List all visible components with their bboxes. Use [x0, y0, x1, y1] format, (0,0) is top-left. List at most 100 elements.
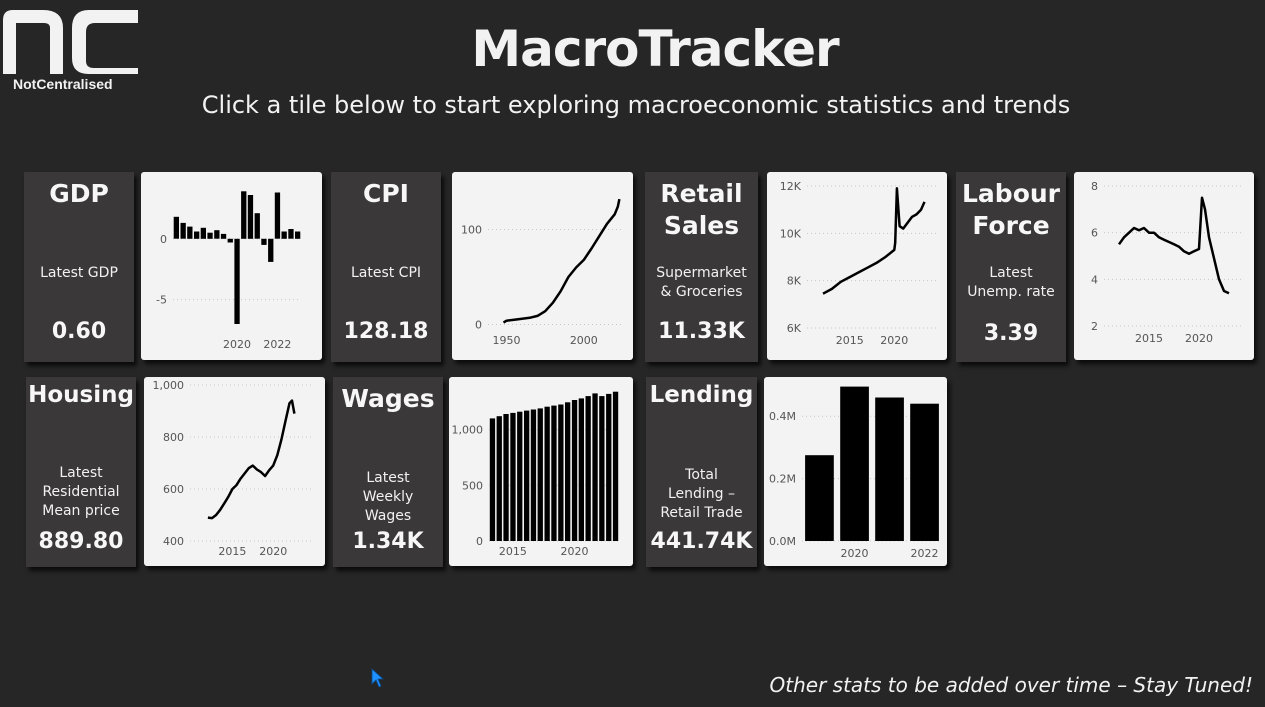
y-tick-label: 0 [160, 233, 167, 246]
y-tick-label: 600 [163, 483, 184, 496]
tile-retail[interactable]: Retail Sales Supermarket & Groceries 11.… [645, 172, 758, 362]
y-tick-label: 10K [780, 227, 802, 240]
footer-note: Other stats to be added over time – Stay… [769, 673, 1254, 697]
y-tick-label: 2 [1091, 320, 1098, 333]
tile-title: GDP [49, 179, 109, 208]
page-title: MacroTracker [471, 20, 839, 78]
lending-bar [840, 386, 869, 541]
y-tick-label: 6K [787, 322, 802, 335]
tile-title: Wages [341, 384, 435, 413]
lending-chart-svg: 0.0M 0.2M 0.4M 2020 2022 [769, 386, 942, 560]
y-tick-label: 400 [163, 535, 184, 548]
y-tick-label: 4 [1091, 273, 1098, 286]
y-tick-label: 100 [461, 224, 482, 237]
gdp-bar [268, 238, 274, 262]
tile-lending[interactable]: Lending Total Lending – Retail Trade 441… [646, 377, 757, 567]
gdp-bar [261, 238, 267, 245]
wages-bar [571, 400, 578, 541]
gdp-bar [295, 231, 301, 239]
x-tick-label: 2015 [1135, 332, 1163, 345]
tile-desc: Latest Weekly Wages [362, 470, 414, 524]
gdp-bar [288, 229, 294, 239]
wages-bar [585, 396, 591, 541]
tile-cpi[interactable]: CPI Latest CPI 128.18 [331, 172, 441, 362]
wages-chart[interactable]: 0 500 1,000 2015 2020 [449, 377, 633, 566]
wages-chart-svg: 0 500 1,000 2015 2020 [452, 391, 619, 558]
x-tick-label: 2015 [218, 545, 246, 558]
tile-housing[interactable]: Housing Latest Residential Mean price 88… [26, 377, 136, 567]
tile-gdp[interactable]: GDP Latest GDP 0.60 [24, 172, 134, 362]
tile-labour[interactable]: Labour Force Latest Unemp. rate 3.39 [956, 172, 1066, 362]
gdp-bar [247, 195, 254, 239]
y-tick-label: 1,000 [153, 379, 185, 392]
labour-series-line [1117, 196, 1230, 295]
wages-bar [503, 414, 509, 541]
y-tick-label: 0.0M [769, 535, 796, 548]
y-tick-label: -5 [156, 294, 167, 307]
x-tick-label: 1950 [493, 334, 521, 347]
labour-chart-svg: 2 4 6 8 2015 2020 [1091, 180, 1244, 345]
housing-chart[interactable]: 400 600 800 1,000 2015 2020 [144, 377, 325, 566]
x-tick-label: 2015 [499, 545, 527, 558]
y-tick-label: 8 [1091, 180, 1098, 193]
gdp-bar [234, 238, 240, 324]
x-tick-label: 2020 [561, 545, 589, 558]
wages-bar [524, 410, 530, 541]
y-tick-label: 8K [787, 275, 802, 288]
x-tick-label: 2015 [836, 334, 864, 347]
tile-desc: Latest Unemp. rate [967, 265, 1055, 300]
x-tick-label: 2020 [223, 338, 251, 351]
wages-bar [510, 412, 516, 541]
wages-bar [496, 416, 502, 541]
tile-value: 128.18 [343, 319, 429, 344]
lending-bar [875, 397, 904, 541]
gdp-chart[interactable]: 0 -5 2020 2022 [141, 172, 322, 360]
y-tick-label: 6 [1091, 227, 1098, 240]
wages-bar [544, 406, 550, 541]
cpi-chart-svg: 0 100 1950 2000 [461, 198, 624, 347]
y-tick-label: 0.2M [769, 473, 796, 486]
gdp-bar [227, 238, 233, 243]
y-tick-label: 0 [476, 535, 483, 548]
wages-bar [599, 396, 605, 541]
tile-value: 11.33K [658, 319, 745, 344]
x-tick-label: 2020 [841, 547, 869, 560]
lending-bar [910, 403, 939, 541]
tile-title: CPI [363, 179, 409, 208]
y-tick-label: 0 [475, 319, 482, 332]
y-tick-label: 0.4M [769, 410, 796, 423]
tile-value: 1.34K [352, 529, 424, 554]
tile-value: 0.60 [51, 319, 107, 344]
retail-chart[interactable]: 6K 8K 10K 12K 2015 2020 [767, 172, 947, 360]
y-tick-label: 1,000 [452, 424, 484, 437]
page-subtitle: Click a tile below to start exploring ma… [201, 91, 1071, 119]
tile-value: 889.80 [38, 529, 124, 554]
gdp-bar [194, 231, 200, 239]
gdp-bar [241, 191, 247, 239]
gdp-bar [200, 227, 206, 239]
x-tick-label: 2020 [259, 545, 287, 558]
cpi-series-line [502, 198, 621, 324]
cpi-chart[interactable]: 0 100 1950 2000 [452, 172, 633, 360]
tile-desc: Latest Residential Mean price [42, 465, 120, 519]
tile-wages[interactable]: Wages Latest Weekly Wages 1.34K [333, 377, 443, 567]
gdp-bar [180, 222, 186, 239]
gdp-bar [281, 231, 287, 239]
wages-bar [558, 404, 564, 541]
x-tick-label: 2000 [570, 334, 598, 347]
wages-bar [606, 393, 612, 541]
brand-name: NotCentralised [13, 76, 113, 92]
x-tick-label: 2022 [911, 547, 939, 560]
gdp-bar [254, 213, 260, 239]
gdp-bar [214, 230, 220, 239]
mouse-cursor-icon [371, 668, 385, 688]
tile-value: 441.74K [650, 529, 753, 554]
lending-chart[interactable]: 0.0M 0.2M 0.4M 2020 2022 [764, 377, 947, 566]
housing-series-line [207, 399, 296, 520]
y-tick-label: 800 [163, 431, 184, 444]
wages-bar [530, 409, 537, 541]
x-tick-label: 2022 [263, 338, 291, 351]
tile-title: Lending [649, 382, 754, 408]
labour-chart[interactable]: 2 4 6 8 2015 2020 [1074, 172, 1254, 360]
tile-value: 3.39 [983, 321, 1039, 346]
